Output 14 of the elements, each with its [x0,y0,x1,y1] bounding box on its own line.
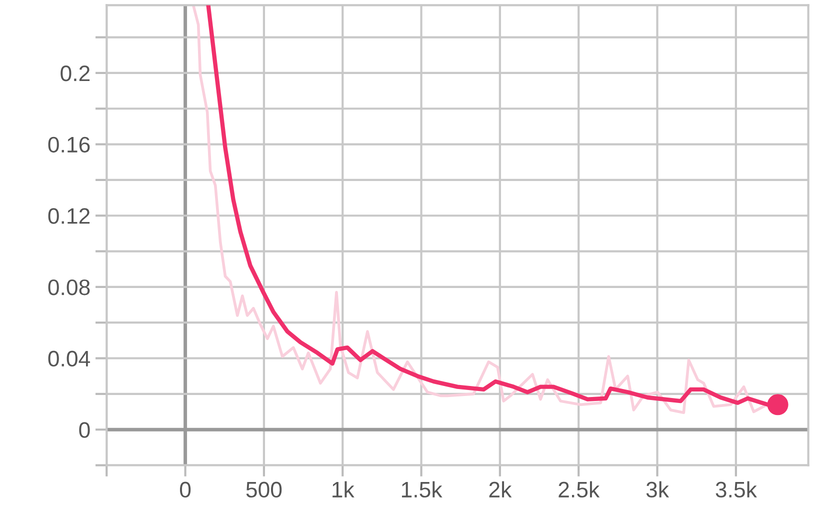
x-tick-label: 500 [246,482,282,498]
x-tick-label: 2k [489,481,512,498]
x-tick-label: 1.5k [402,481,442,498]
x-tick-label: 1k [332,481,354,498]
y-tick-label: 0.04 [48,350,90,367]
x-tick-label: 3.5k [716,481,757,498]
x-tick-label: 2.5k [558,481,600,498]
y-tick-label: 0.2 [60,66,90,82]
x-tick-label: 3k [646,481,670,498]
x-tick-label: 0 [180,482,191,498]
y-tick-label: 0 [79,422,90,438]
y-tick-label: 0.08 [48,279,90,296]
y-tick-label: 0.12 [48,208,90,224]
y-tick-label: 0.16 [48,136,90,153]
